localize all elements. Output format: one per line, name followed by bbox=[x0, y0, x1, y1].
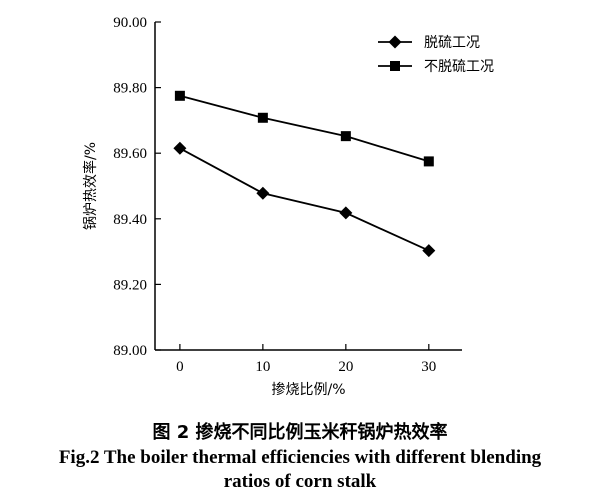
caption-english-line-1: Fig.2 The boiler thermal efficiencies wi… bbox=[58, 447, 542, 468]
figure-caption-chinese: 图 2 掺烧不同比例玉米秆锅炉热效率 bbox=[152, 422, 448, 443]
data-point-square bbox=[423, 156, 434, 167]
caption-english-line-2: ratios of corn stalk bbox=[223, 471, 377, 492]
series-line-2 bbox=[179, 94, 430, 163]
legend-marker-diamond bbox=[388, 35, 402, 49]
x-tick-label: 10 bbox=[255, 359, 270, 375]
legend-label-2: 不脱硫工况 bbox=[424, 59, 494, 75]
y-tick-label: 89.20 bbox=[113, 277, 147, 293]
data-point-square bbox=[174, 90, 185, 101]
y-tick-label: 89.40 bbox=[113, 212, 147, 228]
data-point-diamond bbox=[173, 141, 187, 155]
data-point-square bbox=[257, 112, 268, 123]
y-tick-label: 90.00 bbox=[113, 15, 147, 31]
series-line-1 bbox=[179, 147, 430, 252]
legend-marker-square bbox=[390, 61, 400, 71]
data-point-square bbox=[340, 131, 351, 142]
y-tick-label: 89.60 bbox=[113, 146, 147, 162]
x-tick-label: 30 bbox=[421, 359, 436, 375]
y-tick-label: 89.80 bbox=[113, 81, 147, 97]
y-tick-label: 89.00 bbox=[113, 343, 147, 359]
x-axis-title: 掺烧比例/% bbox=[271, 381, 345, 398]
data-point-diamond bbox=[256, 186, 270, 200]
x-tick-label: 20 bbox=[338, 359, 353, 375]
x-tick-label: 0 bbox=[176, 359, 184, 375]
legend-label-1: 脱硫工况 bbox=[424, 35, 480, 51]
chart: 89.00 89.20 89.40 89.60 89.80 90.00 0 10 20 30 掺烧比… bbox=[82, 15, 494, 398]
data-point-diamond bbox=[422, 244, 436, 258]
data-point-diamond bbox=[339, 206, 353, 220]
y-axis-title: 锅炉热效率/% bbox=[82, 142, 99, 230]
figure-caption-english: Fig.2 The boiler thermal efficiencies wi… bbox=[0, 446, 600, 494]
